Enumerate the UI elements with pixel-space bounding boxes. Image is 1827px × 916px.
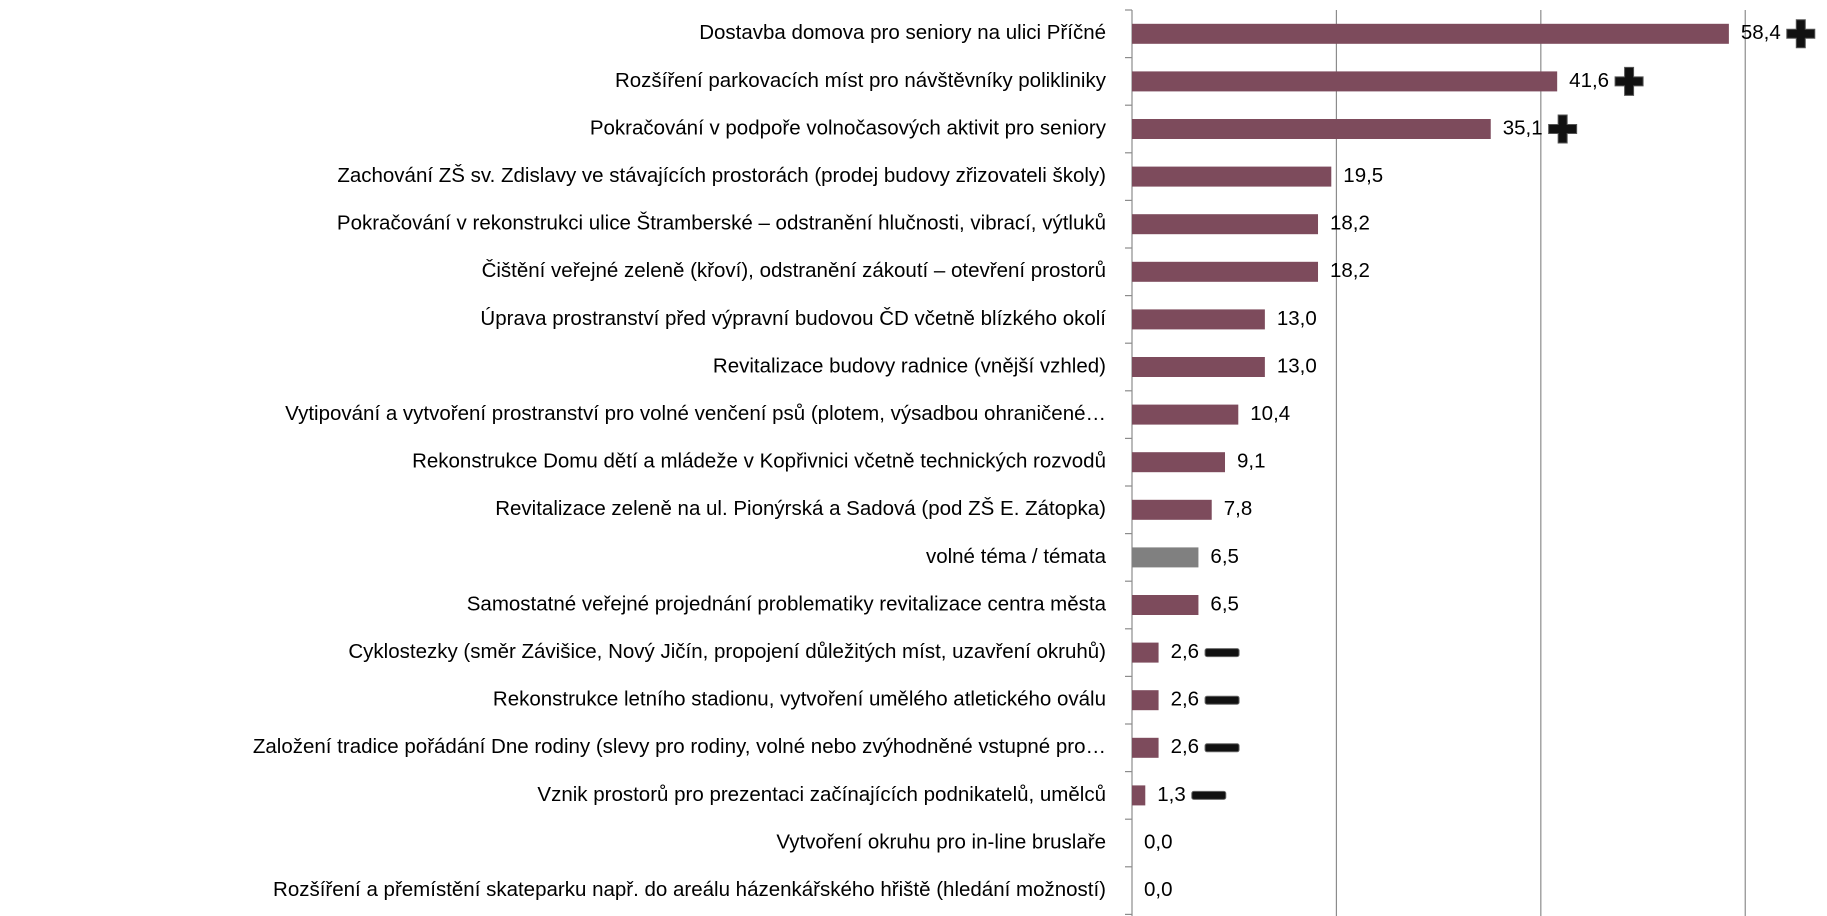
category-label: Rekonstrukce Domu dětí a mládeže v Kopři… xyxy=(412,450,1106,473)
category-label: Dostavba domova pro seniory na ulici Pří… xyxy=(699,21,1106,44)
category-label: Rozšíření a přemístění skateparku např. … xyxy=(273,878,1106,901)
bar xyxy=(1132,23,1729,44)
value-label: 19,5 xyxy=(1343,164,1383,187)
bar xyxy=(1132,404,1239,425)
minus-icon xyxy=(1191,790,1227,800)
category-label: Vytipování a vytvoření prostranství pro … xyxy=(285,402,1106,425)
minus-icon xyxy=(1204,648,1240,658)
value-label: 9,1 xyxy=(1237,450,1266,473)
plus-icon xyxy=(1548,114,1578,144)
category-label: Revitalizace zeleně na ul. Pionýrská a S… xyxy=(495,497,1106,520)
bar xyxy=(1132,547,1199,568)
category-label: Rekonstrukce letního stadionu, vytvoření… xyxy=(493,688,1106,711)
category-label: Pokračování v podpoře volnočasových akti… xyxy=(590,116,1107,139)
bar xyxy=(1132,595,1199,615)
category-label: Revitalizace budovy radnice (vnější vzhl… xyxy=(713,354,1106,377)
plus-icon xyxy=(1786,19,1816,49)
category-label: Vytvoření okruhu pro in-line bruslaře xyxy=(776,830,1106,853)
minus-icon xyxy=(1204,695,1240,705)
value-label: 7,8 xyxy=(1224,497,1253,520)
value-label: 0,0 xyxy=(1144,830,1173,853)
value-label: 10,4 xyxy=(1250,402,1290,425)
bar xyxy=(1132,452,1226,473)
category-label: Pokračování v rekonstrukci ulice Štrambe… xyxy=(337,212,1106,235)
bar xyxy=(1132,499,1212,520)
category-label: Úprava prostranství před výpravní budovo… xyxy=(480,307,1106,330)
category-label: Samostatné veřejné projednání problemati… xyxy=(467,592,1107,615)
category-label: Zachování ZŠ sv. Zdislavy ve stávajících… xyxy=(337,164,1106,187)
bar xyxy=(1132,309,1265,330)
value-label: 13,0 xyxy=(1277,307,1317,330)
value-label: 6,5 xyxy=(1210,592,1239,615)
category-label: Cyklostezky (směr Závišice, Nový Jičín, … xyxy=(348,640,1106,663)
category-label: Založení tradice pořádání Dne rodiny (sl… xyxy=(253,735,1106,758)
category-label: Čištění veřejné zeleně (křoví), odstraně… xyxy=(482,259,1106,282)
value-label: 18,2 xyxy=(1330,259,1370,282)
bar xyxy=(1132,357,1265,377)
bar xyxy=(1132,690,1159,711)
bar xyxy=(1132,261,1319,282)
value-label: 41,6 xyxy=(1569,69,1609,92)
category-label: Vznik prostorů pro prezentaci začínající… xyxy=(537,783,1106,806)
category-label: volné téma / témata xyxy=(926,545,1107,568)
value-label: 2,6 xyxy=(1171,640,1200,663)
bar xyxy=(1132,642,1159,663)
plus-icon xyxy=(1614,66,1644,96)
value-label: 35,1 xyxy=(1503,116,1543,139)
value-label: 18,2 xyxy=(1330,212,1370,235)
value-label: 1,3 xyxy=(1157,783,1186,806)
category-label: Rozšíření parkovacích míst pro návštěvní… xyxy=(615,69,1107,92)
value-label: 13,0 xyxy=(1277,354,1317,377)
value-label: 2,6 xyxy=(1171,735,1200,758)
minus-icon xyxy=(1204,743,1240,753)
value-label: 2,6 xyxy=(1171,688,1200,711)
bar xyxy=(1132,119,1491,139)
value-label: 58,4 xyxy=(1741,21,1781,44)
value-label: 6,5 xyxy=(1210,545,1239,568)
bar xyxy=(1132,214,1319,235)
bar xyxy=(1132,785,1146,806)
bar xyxy=(1132,166,1332,187)
bar xyxy=(1132,71,1558,92)
value-label: 0,0 xyxy=(1144,878,1173,901)
bar xyxy=(1132,737,1159,758)
